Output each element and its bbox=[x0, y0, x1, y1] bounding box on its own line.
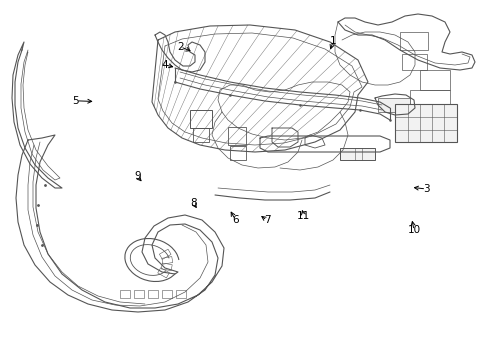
Text: 8: 8 bbox=[190, 198, 197, 208]
Bar bbox=[395, 104, 457, 142]
Bar bbox=[420, 70, 450, 90]
Bar bbox=[190, 110, 212, 128]
Bar bbox=[120, 290, 130, 298]
Text: 10: 10 bbox=[408, 225, 420, 235]
Bar bbox=[162, 257, 173, 264]
Text: 6: 6 bbox=[232, 215, 239, 225]
Bar bbox=[161, 263, 172, 271]
Text: 9: 9 bbox=[134, 171, 141, 181]
Text: 7: 7 bbox=[264, 215, 270, 225]
Bar bbox=[410, 90, 450, 112]
Bar bbox=[134, 290, 144, 298]
Bar bbox=[402, 54, 427, 70]
Bar bbox=[162, 290, 172, 298]
Text: 1: 1 bbox=[330, 36, 337, 46]
Text: 11: 11 bbox=[297, 211, 311, 221]
Bar bbox=[340, 148, 375, 160]
Bar bbox=[228, 127, 246, 145]
Bar bbox=[176, 290, 186, 298]
Text: 2: 2 bbox=[177, 42, 184, 52]
Text: 5: 5 bbox=[73, 96, 79, 106]
Bar bbox=[193, 128, 209, 142]
Bar bbox=[159, 249, 171, 259]
Bar bbox=[158, 268, 170, 278]
Text: 4: 4 bbox=[161, 60, 168, 70]
Text: 3: 3 bbox=[423, 184, 430, 194]
Bar bbox=[378, 98, 410, 112]
Bar bbox=[148, 290, 158, 298]
Bar bbox=[230, 146, 246, 160]
Bar bbox=[400, 32, 428, 50]
